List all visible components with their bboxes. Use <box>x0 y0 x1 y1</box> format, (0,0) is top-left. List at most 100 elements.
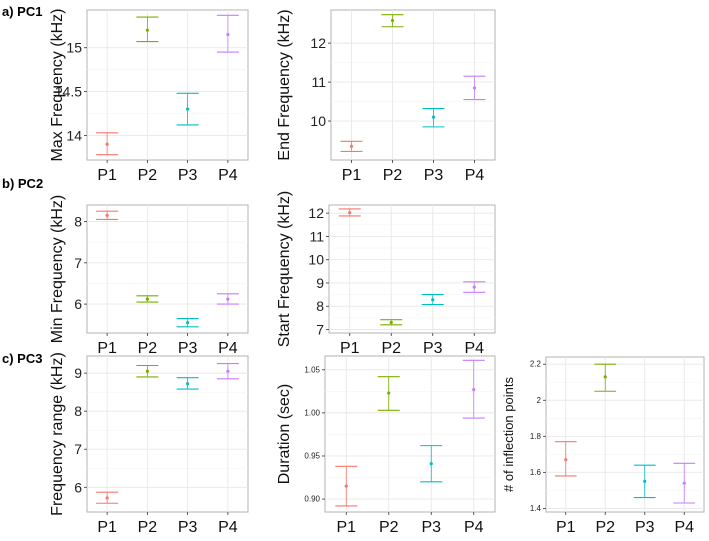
mean-point-p2 <box>603 375 607 379</box>
error-bar-p3 <box>176 92 199 126</box>
x-tick-label: P1 <box>336 519 356 536</box>
error-bar-p1 <box>340 140 363 152</box>
x-tick-label: P3 <box>635 519 655 536</box>
y-tick-label: 15 <box>66 40 82 56</box>
y-tick-label: 11 <box>309 228 324 244</box>
mean-point-p1 <box>105 142 109 146</box>
x-tick-label: P2 <box>138 340 158 357</box>
y-tick-label: 11 <box>311 74 326 90</box>
mean-point-p4 <box>226 32 230 37</box>
mean-point-p4 <box>682 481 686 485</box>
x-tick-label: P1 <box>342 167 362 184</box>
error-bar-p2 <box>594 363 617 392</box>
y-tick-label: 8 <box>74 214 82 230</box>
error-bar-p1 <box>96 132 119 156</box>
error-bar-p2 <box>380 319 403 326</box>
plot-background <box>86 355 249 513</box>
mean-point-p3 <box>429 462 433 466</box>
x-tick-label: P4 <box>465 167 485 184</box>
x-tick-label: P2 <box>595 519 615 536</box>
mean-point-p1 <box>105 496 109 500</box>
y-tick-label: 2 <box>537 396 542 405</box>
x-tick-label: P4 <box>464 519 484 536</box>
x-tick-label: P3 <box>421 519 441 536</box>
x-tick-label: P3 <box>424 167 444 184</box>
y-tick-label: 0.95 <box>304 451 320 460</box>
error-bar-p2 <box>381 14 404 28</box>
chart-panel-3: 6 7 8 P1 P2 P3 P4 Min Frequency (kHz) <box>49 195 249 357</box>
mean-point-p2 <box>145 369 149 373</box>
y-tick-label: 8 <box>74 403 82 419</box>
error-bar-p1 <box>335 465 358 507</box>
y-tick-label: 14.5 <box>55 84 82 100</box>
y-tick-label: 0.90 <box>304 495 320 504</box>
plot-background <box>330 9 496 161</box>
plot-background <box>324 355 496 513</box>
mean-point-p3 <box>186 107 190 111</box>
y-tick-label: 12 <box>308 205 324 221</box>
error-bar-p3 <box>421 294 444 306</box>
y-tick-label: 10 <box>310 113 326 129</box>
mean-point-p2 <box>145 297 149 301</box>
y-tick-label: 7 <box>316 322 324 338</box>
mean-point-p3 <box>186 321 190 325</box>
y-tick-label: 1.4 <box>530 504 542 513</box>
mean-point-p4 <box>226 297 230 301</box>
error-bar-p4 <box>463 281 486 293</box>
y-tick-label: 1.05 <box>304 365 320 374</box>
y-tick-label: 2.2 <box>530 360 542 369</box>
section-label-pc1: a) PC1 <box>2 4 43 19</box>
y-axis-title: # of inflection points <box>501 377 516 492</box>
mean-point-p1 <box>564 458 568 462</box>
mean-point-p2 <box>390 18 395 23</box>
error-bar-p4 <box>463 75 486 101</box>
error-bar-p4 <box>216 14 239 53</box>
x-tick-label: P3 <box>423 340 443 357</box>
x-tick-label: P2 <box>381 340 401 357</box>
plot-background <box>545 356 705 513</box>
y-tick-label: 12 <box>310 35 326 51</box>
y-tick-label: 1.6 <box>530 468 542 477</box>
mean-point-p1 <box>349 144 354 148</box>
x-tick-label: P1 <box>97 519 117 536</box>
section-label-pc3: c) PC3 <box>2 351 43 366</box>
x-tick-label: P2 <box>379 519 399 536</box>
y-axis-title: Frequency range (kHz) <box>49 352 66 516</box>
y-axis-title: Max Frequency (kHz) <box>49 9 66 162</box>
error-bar-p4 <box>216 363 239 380</box>
mean-point-p4 <box>472 388 476 392</box>
mean-point-p3 <box>431 115 436 119</box>
error-bar-p3 <box>633 464 656 499</box>
x-tick-label: P3 <box>178 167 198 184</box>
chart-panel-7: 1.4 1.6 1.8 2 2.2 P1 P2 P3 P4 # of inflection poi… <box>501 356 705 536</box>
error-bar-p2 <box>136 295 159 303</box>
x-tick-label: P4 <box>218 167 238 184</box>
x-tick-label: P2 <box>383 167 403 184</box>
error-bar-p1 <box>96 491 119 504</box>
plot-background <box>86 9 249 161</box>
x-tick-label: P1 <box>340 340 360 357</box>
mean-point-p4 <box>226 369 230 373</box>
y-tick-label: 14 <box>66 127 82 143</box>
plot-background <box>328 204 496 334</box>
y-axis-title: Min Frequency (kHz) <box>49 195 66 343</box>
mean-point-p3 <box>643 479 647 483</box>
error-bar-p1 <box>338 208 361 217</box>
y-tick-label: 7 <box>74 441 82 457</box>
error-bar-p2 <box>136 364 159 378</box>
y-tick-label: 6 <box>74 296 82 312</box>
error-bar-p4 <box>462 359 485 419</box>
x-tick-label: P1 <box>97 340 117 357</box>
y-tick-label: 9 <box>316 275 324 291</box>
y-tick-label: 1.8 <box>530 432 542 441</box>
mean-point-p2 <box>145 28 149 32</box>
x-tick-label: P4 <box>464 340 484 357</box>
error-bar-p3 <box>420 445 443 483</box>
section-label-pc2: b) PC2 <box>2 176 44 191</box>
chart-panel-1: 14 14.5 15 P1 P2 P3 P4 Max Frequency (kHz) <box>49 9 249 184</box>
chart-panel-5: 6 7 8 9 P1 P2 P3 P4 Frequency range (kHz) <box>49 352 249 536</box>
y-tick-label: 6 <box>74 479 82 495</box>
mean-point-p1 <box>348 211 352 215</box>
x-tick-label: P2 <box>138 167 158 184</box>
